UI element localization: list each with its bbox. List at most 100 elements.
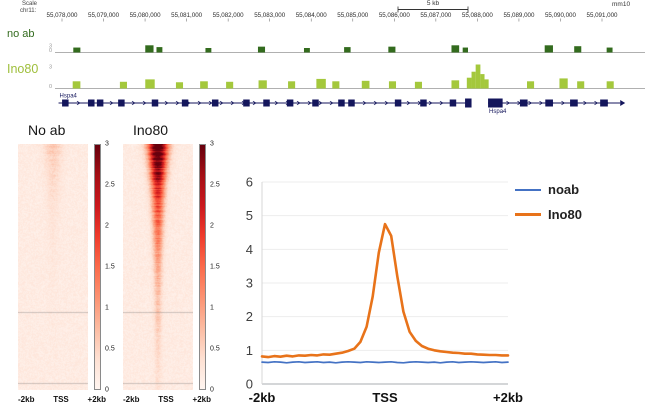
peak-Ino80 bbox=[332, 81, 340, 89]
colorbar-tick-label: 0 bbox=[210, 386, 214, 394]
peak-Ino80 bbox=[606, 81, 614, 89]
coordinate-label: 55,081,000 bbox=[171, 12, 203, 19]
strand-chevron bbox=[109, 100, 114, 106]
series-line-noab bbox=[261, 360, 509, 364]
peak-Ino80 bbox=[475, 64, 481, 89]
strand-chevron bbox=[561, 100, 566, 106]
y-tick-label: 5 bbox=[246, 208, 253, 223]
peak-Ino80 bbox=[388, 81, 397, 89]
track-scale-max: 3 bbox=[49, 44, 52, 50]
heatmap-panel-noab: No ab 3 2.5 2 1.5 1 0.5 0 -2kb TSS +2kb bbox=[18, 122, 120, 414]
colorbar-tick-label: 2.5 bbox=[105, 181, 115, 189]
strand-chevron bbox=[131, 100, 136, 106]
colorbar-tick-label: 2.5 bbox=[210, 181, 220, 189]
peak-noab bbox=[156, 47, 163, 53]
coordinate-label: 55,090,000 bbox=[545, 12, 577, 19]
gene-exon bbox=[62, 99, 69, 107]
coordinate-label: 55,091,000 bbox=[587, 12, 619, 19]
strand-chevron bbox=[175, 100, 180, 106]
strand-chevron bbox=[197, 100, 202, 106]
peak-noab bbox=[544, 45, 553, 53]
peak-Ino80 bbox=[72, 81, 81, 89]
gene-exon bbox=[88, 99, 95, 107]
x-label-tss: TSS bbox=[158, 395, 174, 404]
profile-x-label-plus2kb: +2kb bbox=[493, 390, 523, 405]
gene-exon bbox=[465, 98, 472, 108]
colorbar-tick-label: 2 bbox=[210, 222, 214, 230]
colorbar-tick-label: 1 bbox=[105, 304, 109, 312]
strand-chevron bbox=[506, 100, 511, 106]
heatmap-title-ino80: Ino80 bbox=[133, 122, 169, 138]
strand-chevron bbox=[428, 100, 433, 106]
strand-chevron bbox=[406, 100, 411, 106]
track-label-noab: no ab bbox=[7, 28, 35, 40]
colorbar-tick-label: 1.5 bbox=[105, 263, 115, 271]
coordinate-label: 55,089,000 bbox=[503, 12, 535, 19]
gene-exon bbox=[420, 99, 427, 107]
peak-Ino80 bbox=[484, 79, 489, 89]
heatmap-noab bbox=[18, 144, 88, 390]
track-scale-max: 3 bbox=[49, 65, 52, 71]
heatmap-panel-ino80: Ino80 3 2.5 2 1.5 1 0.5 0 -2kb TSS +2kb bbox=[123, 122, 225, 414]
peak-Ino80 bbox=[175, 82, 184, 89]
colorbar-tick-label: 1.5 bbox=[210, 263, 220, 271]
strand-chevron bbox=[274, 100, 279, 106]
legend-item-noab: noab bbox=[515, 182, 582, 197]
gene-exon bbox=[312, 99, 319, 107]
y-tick-label: 4 bbox=[246, 242, 253, 257]
gene-exon bbox=[338, 99, 345, 107]
coordinate-label: 55,083,000 bbox=[254, 12, 286, 19]
peak-noab bbox=[462, 47, 468, 53]
peak-Ino80 bbox=[145, 79, 155, 89]
colorbar-tick-label: 0 bbox=[105, 386, 109, 394]
assembly-label: mm10 bbox=[612, 1, 631, 8]
peak-Ino80 bbox=[466, 77, 472, 89]
colorbar-tick-label: 2 bbox=[105, 222, 109, 230]
peak-noab bbox=[451, 45, 460, 53]
y-tick-label: 3 bbox=[246, 276, 253, 291]
strand-chevron bbox=[362, 100, 367, 106]
gene-exon bbox=[394, 99, 402, 107]
strand-chevron bbox=[528, 100, 533, 106]
peak-noab bbox=[344, 47, 351, 53]
gene-exon bbox=[181, 99, 189, 107]
strand-chevron bbox=[230, 100, 235, 106]
x-label-minus2kb: -2kb bbox=[18, 395, 35, 404]
genome-browser-graphic: 55,078,000 55,079,000 55,080,000 55,081,000… bbox=[47, 6, 645, 115]
peak-noab bbox=[606, 47, 613, 53]
peak-Ino80 bbox=[451, 80, 460, 89]
strand-chevron bbox=[439, 100, 444, 106]
peak-Ino80 bbox=[527, 81, 535, 89]
gene-exon bbox=[263, 99, 270, 107]
strand-chevron bbox=[296, 100, 301, 106]
gene-arrowhead bbox=[620, 100, 626, 106]
strand-chevron bbox=[219, 100, 224, 106]
legend-swatch-noab bbox=[515, 188, 541, 191]
y-tick-label: 6 bbox=[246, 175, 253, 190]
strand-chevron bbox=[76, 100, 81, 106]
scale-label: Scale bbox=[22, 1, 38, 7]
gene-label: Hspa4 bbox=[489, 109, 507, 115]
strand-chevron bbox=[384, 100, 389, 106]
track-scale-min: 0 bbox=[49, 84, 52, 90]
colorbar-ticks-noab: 3 2.5 2 1.5 1 0.5 0 bbox=[105, 141, 121, 394]
series-line-Ino80 bbox=[260, 222, 510, 359]
gene-exon bbox=[600, 99, 608, 107]
peak-Ino80 bbox=[361, 80, 370, 89]
x-label-plus2kb: +2kb bbox=[87, 395, 106, 404]
peak-Ino80 bbox=[226, 81, 234, 89]
coordinate-label: 55,082,000 bbox=[213, 12, 245, 19]
coordinate-label: 55,080,000 bbox=[130, 12, 162, 19]
y-tick-label: 1 bbox=[246, 343, 253, 358]
strand-chevron bbox=[307, 100, 312, 106]
track-scale-min: 0 bbox=[49, 48, 52, 54]
gene-exon bbox=[286, 99, 294, 107]
gene-exon bbox=[519, 99, 528, 107]
strand-chevron bbox=[583, 100, 588, 106]
peak-Ino80 bbox=[258, 80, 267, 89]
peak-noab bbox=[73, 47, 81, 53]
peak-noab bbox=[303, 48, 310, 53]
gene-label: Hspa4 bbox=[60, 94, 78, 100]
heatmap-ino80 bbox=[123, 144, 193, 390]
gene-exon bbox=[449, 99, 457, 107]
